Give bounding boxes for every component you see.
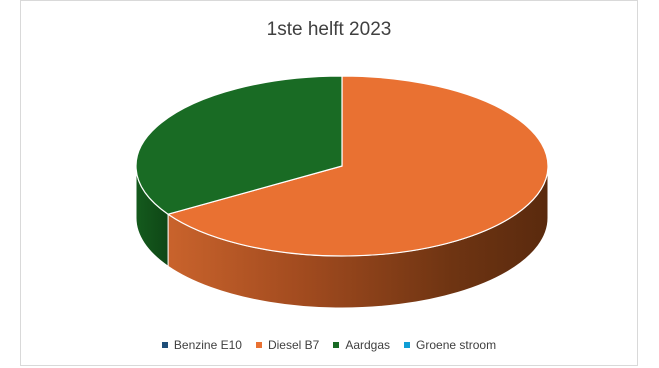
legend-swatch [255,342,262,348]
legend-swatch [333,342,340,348]
legend-item-aardgas: Aardgas [333,338,390,352]
chart-area: 1ste helft 2023 Benzine E10 Diesel B7 [20,0,638,366]
pie-slice-diesel-b7 [166,75,549,257]
legend-swatch [161,342,168,348]
legend-label: Diesel B7 [267,338,320,352]
chart-legend: Benzine E10 Diesel B7 Aardgas Groene str… [21,338,637,352]
legend-item-diesel-b7: Diesel B7 [255,338,320,352]
legend-label: Benzine E10 [173,338,242,352]
legend-label: Groene stroom [416,338,497,352]
legend-item-benzine-e10: Benzine E10 [161,338,242,352]
pie-chart [135,75,549,309]
legend-label: Aardgas [345,338,391,352]
pie-slice-aardgas [135,75,343,215]
legend-item-groene-stroom: Groene stroom [404,338,496,352]
legend-swatch [404,342,411,348]
chart-title: 1ste helft 2023 [266,19,392,40]
